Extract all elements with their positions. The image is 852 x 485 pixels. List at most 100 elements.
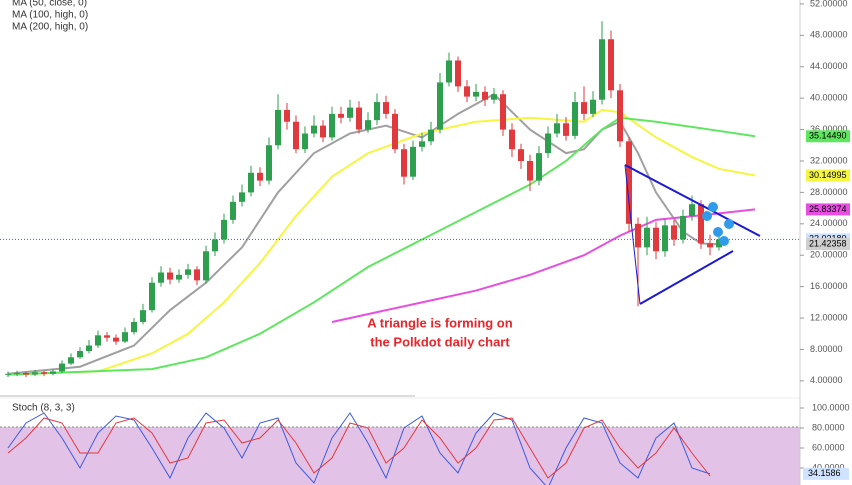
stoch-title: Stoch (8, 3, 3) [12,403,75,414]
candle-body [527,160,533,181]
candle-body [608,39,614,91]
marker [708,202,718,212]
candle-body [491,94,497,100]
candle-body [131,321,137,333]
candle-body [266,145,272,181]
price-box [806,130,850,143]
candle-body [680,215,686,240]
stoch-value-box [803,467,849,480]
candle-body [203,251,209,281]
candle-body [671,225,677,240]
stoch-line [7,412,711,485]
candle-body [446,60,452,83]
y-tick-label: 40.00000 [810,93,848,103]
stoch-value-label: 34.1586 [808,468,841,478]
plot [0,21,800,485]
candle-body [698,204,704,244]
candle-body [77,351,83,358]
y-tick-label: 40.0000 [812,462,845,472]
y-tick-label: 44.00000 [810,61,848,71]
candle-body [617,90,623,142]
annotation: A triangle is forming on [367,315,512,330]
candle-body [437,82,443,130]
candle-body [275,109,281,146]
y-tick-label: 52.00000 [810,0,848,8]
candle-body [329,113,335,138]
candle-body [473,91,479,97]
price-label: 35.14490 [809,131,847,141]
candle-body [392,113,398,150]
candle-body [410,146,416,177]
candle-body [365,120,371,130]
candle-body [707,243,713,248]
candle-body [122,332,128,342]
legend-entry: MA (200, high, 0) [12,22,88,33]
candle-body [662,225,668,252]
marker [719,236,729,246]
stoch-line [7,417,711,479]
candle-body [59,363,65,372]
candle-body [536,153,542,181]
candle-body [194,269,200,281]
candle-body [158,272,164,283]
candle-body [32,372,38,375]
candle-body [689,204,695,216]
candle-body [185,269,191,275]
y-tick-label: 20.00000 [810,250,848,260]
candle-body [41,372,47,374]
candle-body [176,274,182,280]
price-label: 21.42358 [809,238,847,248]
y-tick-label: 24.00000 [810,218,848,228]
candle-body [221,219,227,240]
candle-body [509,129,515,150]
candle-body [500,94,506,130]
candle-body [230,201,236,220]
candle-body [545,133,551,154]
candle-body [239,192,245,202]
candle-body [68,357,74,364]
candle-body [311,125,317,134]
pattern-markers [702,202,734,246]
y-tick-label: 60.0000 [812,442,845,452]
candle-body [581,102,587,114]
candle-body [716,239,722,248]
y-tick-label: 4.00000 [810,375,843,385]
candle-body [302,133,308,150]
candle-body [338,113,344,118]
price-box [806,169,850,182]
price-label: 30.14995 [809,170,847,180]
candle-body [518,149,524,161]
candle-body [554,123,560,134]
candle-body [401,149,407,177]
candle-body [95,335,101,346]
candle-body [572,102,578,136]
marker [724,219,734,229]
y-tick-label: 32.00000 [810,155,848,165]
y-tick-label: 36.00000 [810,124,848,134]
candle-body [50,371,56,374]
y-tick-label: 80.0000 [812,422,845,432]
candle-body [104,335,110,338]
candle-body [635,223,641,248]
y-tick-label: 28.00000 [810,187,848,197]
candle-body [284,109,290,122]
candle-body [113,337,119,342]
y-tick-label: 48.00000 [810,30,848,40]
triangle-lower [639,250,734,305]
candle-body [644,227,650,248]
moving-average [7,116,756,376]
candle-body [257,172,263,181]
stoch-zone [0,427,800,485]
marker [713,227,723,237]
candle-body [590,99,596,114]
candle-body [149,282,155,311]
moving-average [7,93,720,375]
y-tick-label: 100.0000 [812,402,850,412]
candle-body [5,373,11,375]
candle-body [482,91,488,100]
candle-body [86,345,92,352]
candle-body [428,129,434,142]
candle-body [464,86,470,97]
